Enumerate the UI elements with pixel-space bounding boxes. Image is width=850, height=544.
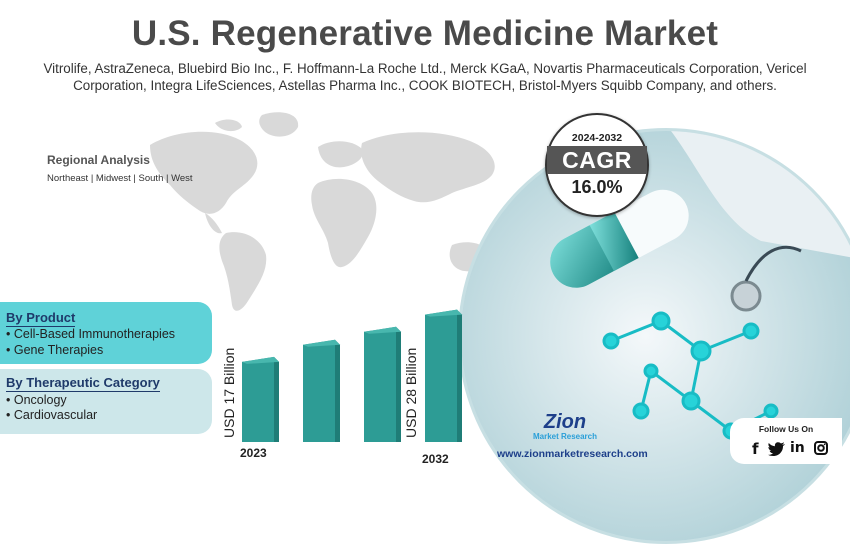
- bar-4: [425, 309, 462, 442]
- bar-chart-svg: [242, 309, 462, 442]
- brand-subtitle: Market Research: [532, 432, 598, 441]
- regional-analysis-regions: Northeast | Midwest | South | West: [47, 173, 193, 184]
- segment-panel-product: By Product • Cell-Based Immunotherapies …: [0, 302, 212, 364]
- market-size-chart: USD 17 Billion USD 28 Billion 2023 2032: [221, 220, 470, 466]
- segment-panel-therapeutic-category: By Therapeutic Category • Oncology • Car…: [0, 369, 212, 434]
- bar-2: [303, 339, 340, 442]
- bar-value-label-2032: USD 28 Billion: [403, 347, 419, 438]
- regional-analysis-title: Regional Analysis: [47, 153, 150, 167]
- segment-item: • Gene Therapies: [6, 343, 104, 357]
- bar-value-label-2023: USD 17 Billion: [221, 347, 237, 438]
- bar-3: [364, 326, 401, 442]
- bar-1: [242, 356, 279, 442]
- instagram-icon[interactable]: [814, 441, 828, 455]
- cagr-period: 2024-2032: [571, 132, 623, 144]
- page-title: U.S. Regenerative Medicine Market: [131, 14, 719, 53]
- segment-item: • Cardiovascular: [6, 408, 98, 422]
- linkedin-icon[interactable]: in: [790, 440, 805, 456]
- segment-title: By Product: [6, 310, 76, 327]
- company-list-line-1: Vitrolife, AstraZeneca, Bluebird Bio Inc…: [43, 61, 807, 76]
- brand-name: Zion: [543, 411, 587, 433]
- cagr-badge: 2024-2032 CAGR 16.0%: [545, 113, 649, 217]
- follow-us-title: Follow Us On: [758, 424, 814, 434]
- segment-item: • Oncology: [6, 393, 67, 407]
- hero-photo-circle: [458, 128, 850, 544]
- company-list-line-2: Corporation, Integra LifeSciences, Astel…: [73, 78, 777, 93]
- pharma-illustration: [461, 131, 850, 541]
- segment-item: • Cell-Based Immunotherapies: [6, 327, 176, 341]
- twitter-icon[interactable]: [768, 442, 786, 456]
- cagr-value: 16.0%: [571, 177, 623, 197]
- zion-logo[interactable]: Zion Market Research: [520, 412, 610, 441]
- facebook-icon[interactable]: f: [752, 440, 759, 458]
- cagr-label: CAGR: [547, 146, 647, 174]
- follow-us-panel: Follow Us On f in: [730, 418, 842, 464]
- website-link[interactable]: www.zionmarketresearch.com: [497, 448, 648, 460]
- bar-category-2023: 2023: [240, 446, 267, 460]
- company-list: Vitrolife, AstraZeneca, Bluebird Bio Inc…: [40, 60, 810, 94]
- segment-title: By Therapeutic Category: [6, 375, 160, 392]
- bar-category-2032: 2032: [422, 452, 449, 466]
